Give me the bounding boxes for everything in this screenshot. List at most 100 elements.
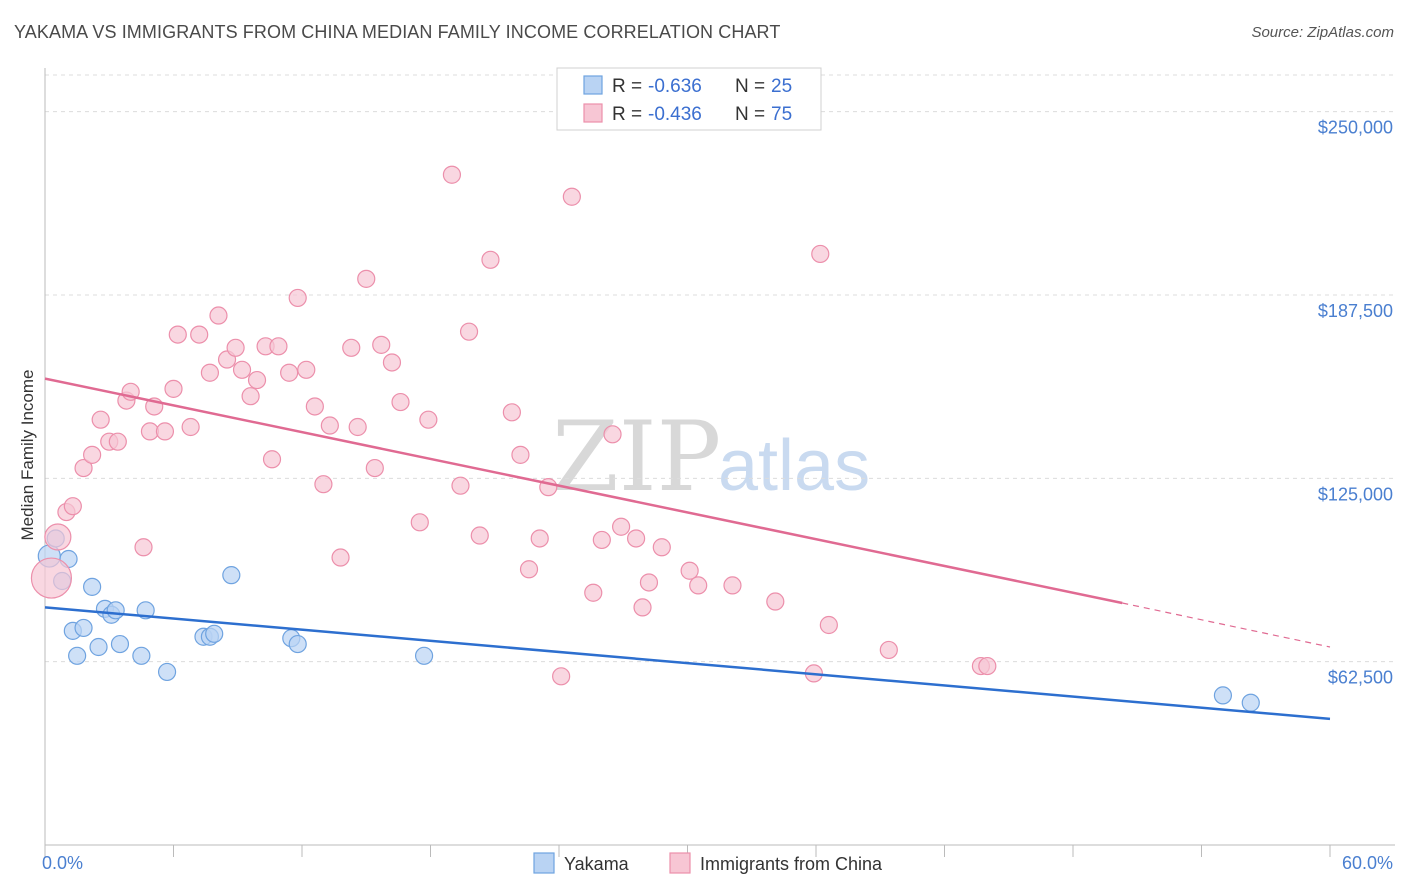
china-point (247, 370, 267, 390)
china-point (262, 450, 282, 469)
legend-r-value: -0.636 (648, 76, 702, 97)
china-point (612, 517, 631, 536)
china-point (419, 410, 438, 429)
china-point (30, 557, 73, 599)
china-point (209, 306, 228, 325)
china-point (280, 363, 299, 382)
china-point (502, 403, 521, 422)
china-point (365, 458, 384, 478)
china-point (348, 417, 367, 437)
china-point (44, 523, 72, 551)
legend-swatch-yakama (583, 75, 603, 95)
china-point (63, 497, 82, 516)
yakama-point (414, 646, 434, 665)
china-point (314, 475, 333, 494)
watermark-atlas: atlas (718, 426, 870, 506)
bottom-legend-china: Immigrants from China (700, 854, 883, 874)
china-point (331, 548, 350, 567)
china-point (633, 598, 652, 617)
yakama-point (110, 634, 130, 654)
china-point (357, 269, 376, 288)
china-point (288, 288, 307, 308)
china-point (200, 363, 220, 382)
china-point (639, 573, 659, 592)
legend-n-label: N = (735, 76, 765, 97)
china-trend-line (44, 377, 1123, 605)
yakama-point (132, 646, 151, 665)
china-point (723, 576, 742, 595)
china-point (74, 458, 93, 478)
china-point (164, 379, 183, 398)
x-tick-label-min: 0.0% (42, 853, 83, 873)
china-point (626, 529, 646, 548)
yakama-point (222, 566, 241, 585)
china-point (680, 561, 699, 580)
china-point (91, 410, 110, 429)
yakama-point (68, 646, 87, 665)
yakama-point (1213, 686, 1233, 705)
legend-r-label: R = (612, 104, 642, 125)
china-point (320, 416, 339, 435)
china-point (155, 422, 175, 441)
china-point (83, 445, 102, 464)
china-point (811, 244, 830, 264)
yakama-point (106, 601, 125, 620)
china-point (134, 538, 153, 557)
china-point (391, 392, 410, 412)
china-point (226, 338, 245, 357)
china-point (241, 387, 260, 406)
china-point (766, 592, 785, 611)
bottom-legend-swatch-china (669, 852, 691, 874)
china-point (978, 656, 997, 676)
legend-n-value: 75 (771, 104, 792, 125)
legend-n-label: N = (735, 104, 765, 125)
y-tick-label: $187,500 (1318, 301, 1393, 321)
china-point (190, 325, 209, 344)
legend-r-label: R = (612, 76, 642, 97)
china-point (879, 640, 898, 660)
china-point (511, 445, 530, 464)
china-point (451, 476, 470, 495)
china-point (269, 337, 288, 356)
china-point (584, 583, 603, 602)
china-point (181, 417, 200, 437)
china-point (689, 576, 708, 595)
china-point (481, 250, 500, 269)
y-tick-label: $250,000 (1318, 118, 1393, 138)
china-point (470, 526, 489, 545)
legend-n-value: 25 (771, 76, 792, 97)
china-point (382, 353, 402, 372)
china-point (232, 360, 252, 379)
china-point (603, 425, 622, 444)
yakama-point (157, 662, 177, 682)
china-point (342, 338, 361, 357)
china-point (372, 335, 391, 354)
yakama-point (74, 618, 93, 638)
chart-source: Source: ZipAtlas.com (1251, 24, 1394, 41)
legend-swatch-china (583, 103, 603, 123)
y-tick-label: $62,500 (1328, 668, 1393, 688)
bottom-legend-yakama: Yakama (564, 854, 630, 874)
china-point (459, 322, 479, 341)
yakama-point (288, 634, 307, 654)
china-point (305, 397, 324, 416)
legend-r-value: -0.436 (648, 104, 702, 125)
bottom-legend-swatch-yakama (533, 852, 555, 874)
china-point (530, 529, 549, 548)
yakama-point (89, 637, 108, 657)
chart-title: YAKAMA VS IMMIGRANTS FROM CHINA MEDIAN F… (14, 22, 781, 42)
china-point (442, 165, 462, 184)
china-point (108, 432, 127, 451)
china-point (552, 667, 571, 686)
china-point (562, 187, 581, 206)
yakama-trend-line (44, 606, 1331, 721)
yakama-point (205, 624, 224, 643)
yakama-point (1241, 693, 1260, 712)
china-point (410, 513, 429, 532)
china-point (819, 615, 838, 635)
yakama-point (83, 577, 102, 596)
china-point (652, 538, 671, 557)
china-point (168, 325, 187, 344)
china-point (297, 360, 316, 379)
